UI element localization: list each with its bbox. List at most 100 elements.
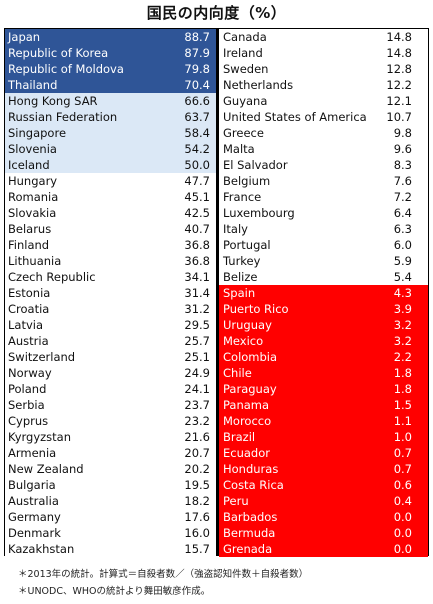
country-name: Norway [8,366,52,380]
country-value: 17.6 [184,510,210,524]
country-value: 4.3 [393,286,412,300]
country-name: Poland [8,382,47,396]
right-column: Canada 14.8 Ireland 14.8 Sweden 12.8 Netherlan… [219,29,428,557]
table-row: Grenada 0.0 [219,541,428,557]
country-name: Luxembourg [223,206,295,220]
country-value: 40.7 [184,222,210,236]
table-row: Puerto Rico 3.9 [219,301,428,317]
country-value: 1.1 [393,414,412,428]
country-name: Armenia [8,446,57,460]
table-row: Lithuania 36.8 [5,253,216,269]
country-name: Belize [223,270,258,284]
table-row: Hungary 47.7 [5,173,216,189]
country-value: 23.7 [184,398,210,412]
table-row: Austria 25.7 [5,333,216,349]
country-name: Bulgaria [8,478,56,492]
table-row: Australia 18.2 [5,493,216,509]
country-name: New Zealand [8,462,84,476]
footnote-source: ＊UNODC、WHOの統計より舞田敏彦作成。 [18,586,211,597]
country-name: Estonia [8,286,51,300]
table-row: Spain 4.3 [219,285,428,301]
country-value: 66.6 [184,94,210,108]
country-value: 15.7 [184,542,210,556]
country-value: 0.0 [393,526,412,540]
country-name: Kyrgyzstan [8,430,72,444]
country-value: 12.2 [386,78,412,92]
country-name: Puerto Rico [223,302,289,316]
country-value: 5.9 [393,254,412,268]
country-value: 14.8 [386,46,412,60]
country-value: 6.4 [393,206,412,220]
table-row: Netherlands 12.2 [219,77,428,93]
country-value: 19.5 [184,478,210,492]
table-row: Turkey 5.9 [219,253,428,269]
table-row: Barbados 0.0 [219,509,428,525]
country-value: 25.1 [184,350,210,364]
left-column: Japan 88.7 Republic of Korea 87.9 Republic o… [5,29,216,557]
country-value: 9.8 [393,126,412,140]
country-value: 36.8 [184,238,210,252]
country-name: Uruguay [223,318,272,332]
country-name: Germany [8,510,61,524]
country-name: Austria [8,334,49,348]
country-value: 20.7 [184,446,210,460]
table-row: Canada 14.8 [219,29,428,45]
country-name: Slovakia [8,206,57,220]
table-row: Uruguay 3.2 [219,317,428,333]
country-name: Republic of Moldova [8,62,124,76]
table-row: Portugal 6.0 [219,237,428,253]
country-value: 3.2 [393,334,412,348]
country-name: Panama [223,398,270,412]
country-name: Chile [223,366,252,380]
table-row: Cyprus 23.2 [5,413,216,429]
country-value: 9.6 [393,142,412,156]
table-row: Kazakhstan 15.7 [5,541,216,557]
country-name: Ecuador [223,446,270,460]
country-value: 20.2 [184,462,210,476]
country-value: 70.4 [184,78,210,92]
table-row: Belize 5.4 [219,269,428,285]
table-row: Paraguay 1.8 [219,381,428,397]
country-name: Serbia [8,398,45,412]
country-value: 0.0 [393,510,412,524]
country-name: Bermuda [223,526,276,540]
country-value: 12.1 [386,94,412,108]
country-name: Mexico [223,334,264,348]
country-value: 7.6 [393,174,412,188]
country-name: Colombia [223,350,278,364]
country-value: 24.1 [184,382,210,396]
country-value: 10.7 [386,110,412,124]
country-value: 3.2 [393,318,412,332]
table-row: Republic of Moldova 79.8 [5,61,216,77]
country-name: Thailand [8,78,58,92]
table-row: Malta 9.6 [219,141,428,157]
table-row: Denmark 16.0 [5,525,216,541]
country-value: 63.7 [184,110,210,124]
table-row: Luxembourg 6.4 [219,205,428,221]
country-value: 1.8 [393,382,412,396]
table-row: Costa Rica 0.6 [219,477,428,493]
country-name: Barbados [223,510,278,524]
country-value: 23.2 [184,414,210,428]
country-value: 3.9 [393,302,412,316]
country-name: Republic of Korea [8,46,109,60]
country-value: 1.8 [393,366,412,380]
table-row: Belgium 7.6 [219,173,428,189]
country-name: Hong Kong SAR [8,94,98,108]
country-value: 1.5 [393,398,412,412]
country-value: 2.2 [393,350,412,364]
country-value: 42.5 [184,206,210,220]
country-value: 18.2 [184,494,210,508]
country-name: Peru [223,494,249,508]
table-row: Poland 24.1 [5,381,216,397]
country-value: 6.0 [393,238,412,252]
country-name: Sweden [223,62,269,76]
country-name: Costa Rica [223,478,284,492]
column-divider [216,29,219,555]
country-name: Canada [223,30,267,44]
table-row: Brazil 1.0 [219,429,428,445]
country-value: 5.4 [393,270,412,284]
country-name: Iceland [8,158,50,172]
country-name: Grenada [223,542,273,556]
country-name: Morocco [223,414,272,428]
